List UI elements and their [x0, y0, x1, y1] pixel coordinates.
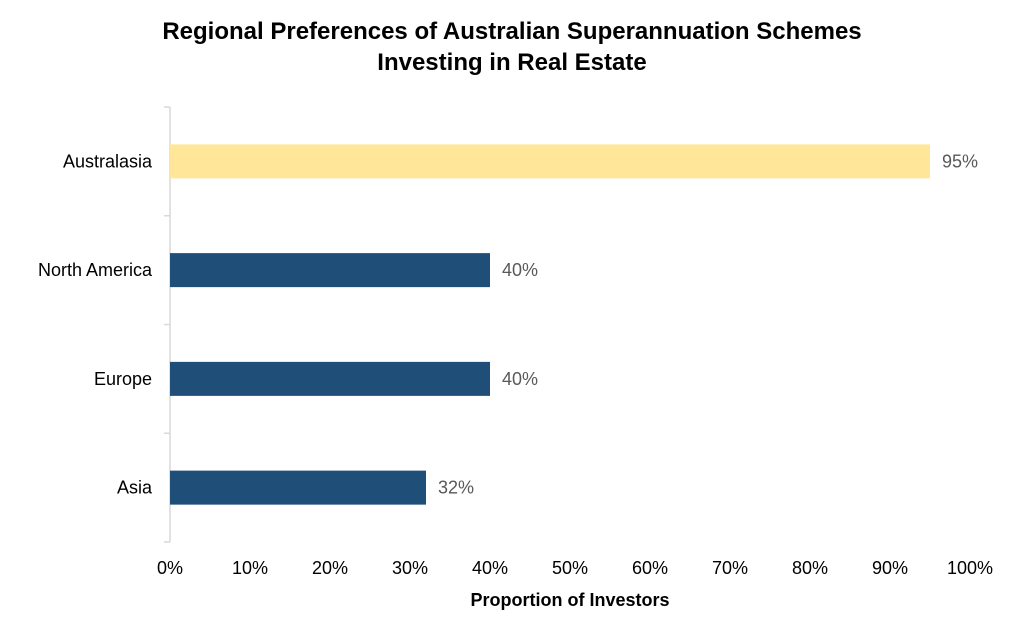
bar-europe	[170, 361, 490, 396]
x-tick-label: 100%	[947, 558, 993, 578]
x-axis-label: Proportion of Investors	[470, 590, 669, 610]
x-tick-label: 80%	[792, 558, 828, 578]
x-tick-label: 60%	[632, 558, 668, 578]
data-label: 32%	[438, 478, 474, 498]
x-tick-label: 0%	[157, 558, 183, 578]
category-label: Europe	[94, 369, 152, 389]
data-label: 40%	[502, 260, 538, 280]
chart-title-line-2: Investing in Real Estate	[377, 49, 647, 76]
chart-title-line-1: Regional Preferences of Australian Super…	[162, 18, 862, 45]
category-label: North America	[38, 260, 153, 280]
x-tick-label: 90%	[872, 558, 908, 578]
bar-asia	[170, 470, 426, 505]
bar-australasia	[170, 144, 930, 179]
x-tick-label: 50%	[552, 558, 588, 578]
x-tick-label: 10%	[232, 558, 268, 578]
data-label: 40%	[502, 369, 538, 389]
category-label: Australasia	[63, 151, 153, 171]
data-label: 95%	[942, 151, 978, 171]
x-tick-label: 30%	[392, 558, 428, 578]
x-tick-label: 20%	[312, 558, 348, 578]
x-tick-label: 40%	[472, 558, 508, 578]
x-tick-label: 70%	[712, 558, 748, 578]
bar-north-america	[170, 253, 490, 288]
category-label: Asia	[117, 478, 153, 498]
